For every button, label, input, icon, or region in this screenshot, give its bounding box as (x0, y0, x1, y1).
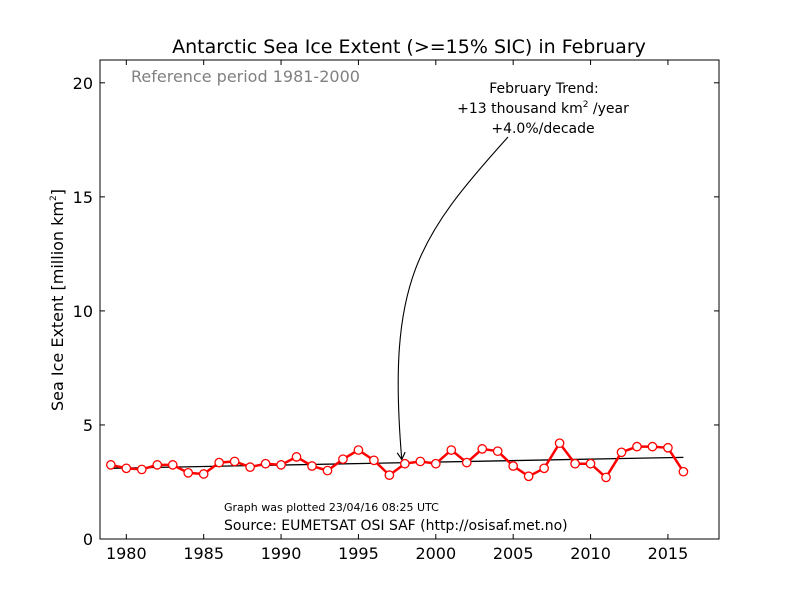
source-note: Source: EUMETSAT OSI SAF (http://osisaf.… (224, 518, 568, 534)
data-point (430, 458, 441, 469)
y-tick-label: 0 (83, 530, 93, 549)
trend-annotation-line1: February Trend: (489, 81, 599, 97)
data-point (136, 464, 147, 475)
x-tick-label: 2000 (415, 544, 456, 563)
x-tick-label: 2005 (493, 544, 534, 563)
data-point (570, 458, 580, 469)
data-point (183, 468, 194, 478)
trend-annotation-line2-pre: +13 thousand km (457, 101, 583, 117)
plotted-date-note: Graph was plotted 23/04/16 08:25 UTC (224, 501, 439, 514)
data-point (616, 447, 627, 458)
chart-title: Antarctic Sea Ice Extent (>=15% SIC) in … (172, 36, 646, 58)
data-point (601, 472, 611, 483)
data-point (369, 455, 379, 466)
data-point (121, 463, 132, 474)
data-point (477, 444, 488, 454)
series-points (105, 438, 689, 483)
data-point (647, 441, 658, 452)
y-axis: 0 5 10 15 20 (73, 74, 719, 549)
x-tick-label: 2010 (570, 544, 611, 563)
x-tick-label: 1980 (106, 544, 147, 563)
y-axis-label: Sea Ice Extent [million km2] (48, 189, 67, 411)
data-point (492, 446, 503, 457)
data-point (678, 466, 689, 477)
x-tick-label: 1990 (261, 544, 302, 563)
x-axis: 1980 1985 1990 1995 2000 2005 2010 2015 (106, 60, 688, 563)
y-axis-label-main: Sea Ice Extent [million km (48, 201, 67, 411)
trend-annotation-arrow (396, 136, 509, 461)
data-point (260, 458, 271, 469)
trend-annotation-line2-post: /year (588, 101, 629, 117)
data-point (105, 460, 116, 470)
data-point (400, 458, 410, 469)
data-point (307, 461, 317, 471)
trend-annotation-line3: +4.0%/decade (491, 121, 594, 137)
data-point (338, 454, 348, 465)
data-point (508, 461, 519, 471)
data-point (554, 438, 565, 449)
data-point (245, 462, 255, 472)
y-tick-label: 10 (73, 302, 93, 321)
y-tick-label: 5 (83, 416, 93, 435)
trend-annotation-line2-sup: 2 (583, 100, 589, 110)
data-point (585, 458, 596, 469)
data-point (663, 442, 673, 453)
data-point (229, 456, 240, 467)
x-tick-label: 2015 (648, 544, 689, 563)
x-tick-label: 1985 (183, 544, 224, 563)
data-point (276, 460, 286, 470)
data-point (415, 456, 426, 467)
data-point (523, 471, 534, 482)
data-point (152, 460, 163, 470)
data-point (291, 452, 302, 462)
trend-line (110, 456, 684, 469)
y-axis-label-sup: 2 (49, 195, 59, 201)
data-point (214, 457, 225, 468)
data-point (384, 470, 395, 480)
data-point (539, 463, 549, 474)
data-point (353, 445, 364, 455)
data-point (198, 469, 209, 479)
trend-annotation-line2: +13 thousand km2 /year (457, 100, 629, 117)
y-axis-label-tail: ] (48, 189, 67, 195)
data-point (461, 457, 472, 468)
data-point (167, 460, 178, 470)
x-tick-label: 1995 (338, 544, 379, 563)
y-tick-label: 15 (73, 188, 93, 207)
plot-area (99, 59, 720, 540)
data-point (632, 441, 642, 452)
data-point (322, 465, 333, 476)
y-tick-label: 20 (73, 74, 93, 93)
data-point (446, 445, 457, 455)
reference-period-note: Reference period 1981-2000 (131, 67, 360, 86)
